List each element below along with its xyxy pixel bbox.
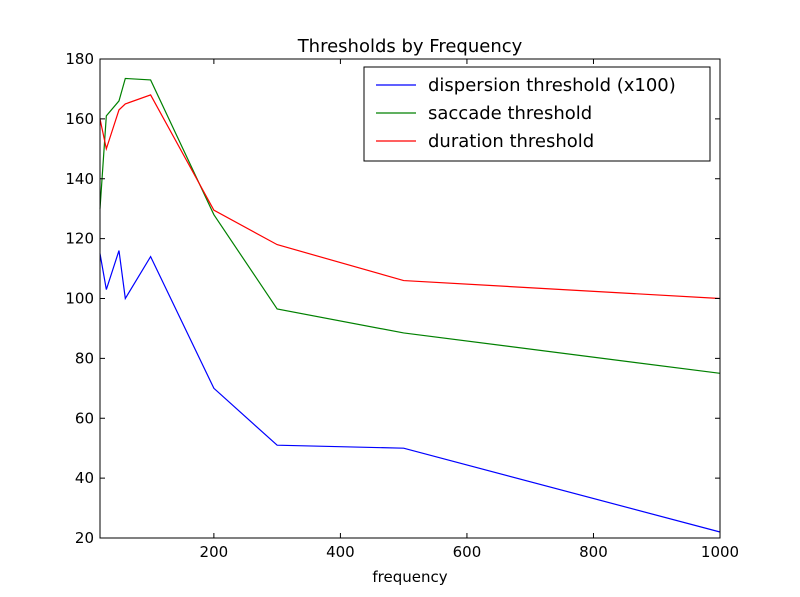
x-axis-label: frequency <box>372 568 447 586</box>
legend-label-2: saccade threshold <box>428 103 592 124</box>
x-tick-label: 800 <box>579 543 608 561</box>
legend: dispersion threshold (x100) saccade thres… <box>363 66 711 162</box>
legend-label-3: duration threshold <box>428 131 594 152</box>
x-tick-label: 200 <box>200 543 229 561</box>
y-tick-label: 40 <box>75 469 94 487</box>
x-tick-label: 400 <box>326 543 355 561</box>
legend-box <box>363 66 711 162</box>
y-tick-label: 180 <box>65 50 94 68</box>
x-tick-label: 600 <box>453 543 482 561</box>
x-tick-label: 1000 <box>701 543 739 561</box>
series-line-2 <box>99 77 721 374</box>
legend-label-1: dispersion threshold (x100) <box>428 75 676 96</box>
y-tick-label: 120 <box>65 230 94 248</box>
y-tick-label: 140 <box>65 170 94 188</box>
y-tick-label: 80 <box>75 349 94 367</box>
chart-title: Thresholds by Frequency <box>297 36 523 57</box>
ticks: 200 400 600 800 1000 20 40 60 80 100 120 140 160 180 <box>65 50 739 561</box>
series-line-3 <box>99 94 721 300</box>
y-tick-label: 60 <box>75 409 94 427</box>
series-line-1 <box>99 250 721 533</box>
plot-lines <box>99 77 721 533</box>
y-tick-label: 20 <box>75 529 94 547</box>
y-tick-label: 160 <box>65 110 94 128</box>
y-tick-label: 100 <box>65 290 94 308</box>
